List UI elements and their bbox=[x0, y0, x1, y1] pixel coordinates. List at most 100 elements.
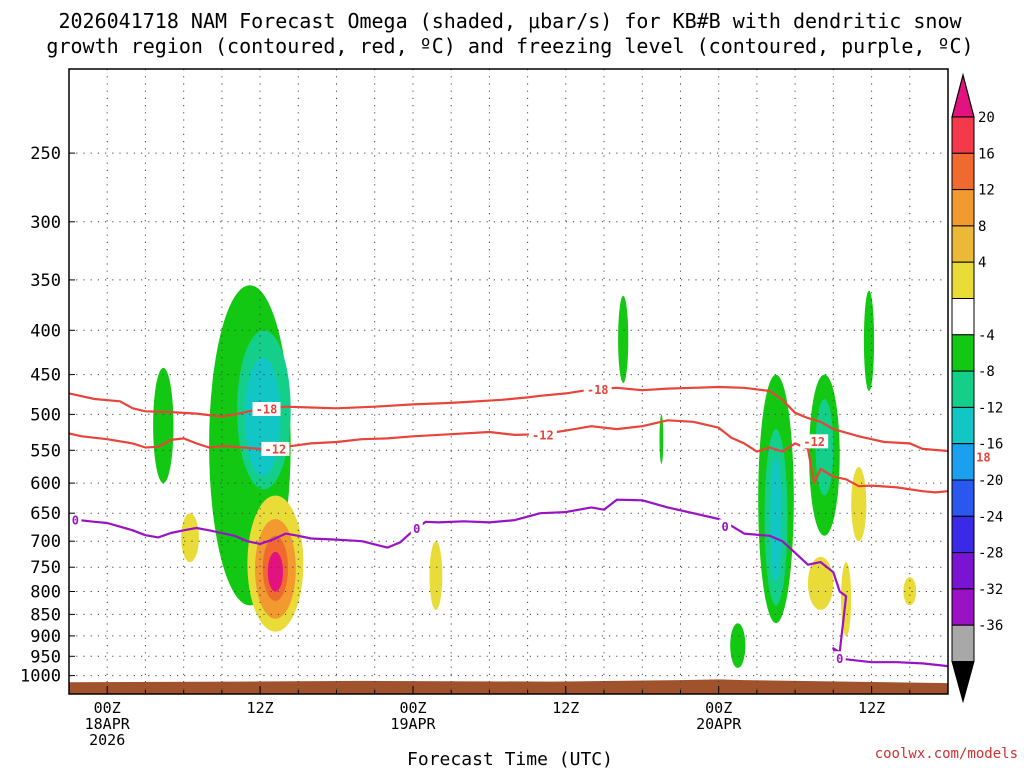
colorbar-swatch-12 bbox=[951, 552, 975, 590]
colorbar-label-7: -12 bbox=[978, 400, 1003, 416]
omega-cell-11 bbox=[659, 414, 664, 464]
y-tick-label-300: 300 bbox=[30, 213, 61, 233]
y-tick-label-750: 750 bbox=[30, 558, 61, 578]
colorbar-swatch-10 bbox=[951, 479, 975, 517]
y-tick-label-350: 350 bbox=[30, 271, 61, 291]
contour-label-bg-9 bbox=[833, 651, 846, 666]
credit-text: coolwx.com/models bbox=[875, 746, 1018, 762]
omega-cell-4 bbox=[181, 513, 199, 563]
colorbar-swatch-4 bbox=[951, 261, 975, 300]
x-tick-label-0-2: 2026 bbox=[89, 731, 125, 749]
contour-label-bg-8 bbox=[719, 519, 732, 534]
x-tick-label-48-0: 00Z bbox=[705, 699, 732, 717]
plot-frame bbox=[68, 68, 949, 695]
x-axis-label: Forecast Time (UTC) bbox=[407, 749, 613, 768]
colorbar-swatch-13 bbox=[951, 588, 975, 626]
x-tick-label-24-0: 00Z bbox=[399, 699, 426, 717]
colorbar-bottom-arrow bbox=[951, 661, 975, 704]
colorbar-label-2: 12 bbox=[978, 183, 995, 199]
omega-cell-22 bbox=[730, 623, 746, 668]
x-tick-label-12-0: 12Z bbox=[247, 699, 274, 717]
colorbar-label-11: -28 bbox=[978, 546, 1003, 562]
colorbar-swatch-1 bbox=[951, 152, 975, 191]
contour-label-1: -18 bbox=[587, 383, 609, 397]
omega-cell-9 bbox=[429, 541, 443, 610]
colorbar-swatch-0 bbox=[951, 116, 975, 154]
contour--12C bbox=[69, 419, 948, 494]
contour-0C bbox=[69, 498, 948, 668]
y-tick-label-400: 400 bbox=[30, 321, 61, 341]
contour-label-bg-3 bbox=[261, 441, 290, 456]
omega-cell-3 bbox=[244, 357, 281, 477]
omega-cell-17 bbox=[863, 290, 875, 391]
contour-label-4: -12 bbox=[532, 428, 554, 442]
colorbar-swatch-5 bbox=[951, 298, 975, 336]
colorbar-label-3: 8 bbox=[978, 219, 986, 235]
contour-label-7: 0 bbox=[413, 522, 420, 536]
contour-label-bg-0 bbox=[252, 402, 281, 416]
omega-cell-10 bbox=[618, 295, 629, 383]
contour-label-bg-4 bbox=[528, 427, 557, 442]
y-tick-label-950: 950 bbox=[30, 647, 61, 667]
contour-label-bg-6 bbox=[69, 513, 82, 528]
contour-label-5: -12 bbox=[803, 435, 825, 449]
y-tick-label-650: 650 bbox=[30, 504, 61, 524]
y-tick-label-700: 700 bbox=[30, 532, 61, 552]
colorbar-swatch-14 bbox=[951, 624, 975, 663]
omega-cell-8 bbox=[267, 551, 283, 592]
y-tick-label-800: 800 bbox=[30, 583, 61, 603]
contour--18C bbox=[69, 385, 948, 453]
omega-cell-0 bbox=[153, 367, 174, 484]
grid-lines bbox=[69, 69, 948, 694]
y-tick-label-850: 850 bbox=[30, 605, 61, 625]
contour-label-9: 0 bbox=[836, 652, 843, 666]
omega-cell-14 bbox=[770, 457, 782, 582]
colorbar-top-arrow bbox=[951, 72, 975, 118]
contour-label-6: 0 bbox=[72, 514, 79, 528]
colorbar-swatch-11 bbox=[951, 515, 975, 554]
colorbar-swatch-7 bbox=[951, 370, 975, 408]
contour-label-0: -18 bbox=[256, 403, 278, 417]
colorbar-label-12: -32 bbox=[978, 582, 1003, 598]
colorbar-swatch-2 bbox=[951, 189, 975, 227]
colorbar-label-1: 16 bbox=[978, 146, 995, 162]
colorbar-label-6: -8 bbox=[978, 364, 995, 380]
contour-label-8: 0 bbox=[721, 520, 728, 534]
y-tick-label-450: 450 bbox=[30, 366, 61, 386]
chart-title-line-1: 2026041718 NAM Forecast Omega (shaded, μ… bbox=[58, 9, 962, 33]
x-tick-label-36-0: 12Z bbox=[552, 699, 579, 717]
y-tick-label-550: 550 bbox=[30, 441, 61, 461]
chart-title-line-2: growth region (contoured, red, ºC) and f… bbox=[46, 34, 973, 58]
colorbar-swatch-3 bbox=[951, 225, 975, 263]
colorbar-swatch-8 bbox=[951, 406, 975, 445]
colorbar: 20 16 12 8 4 -4 -8 -12 -16 -20 -24 -28 -32 -36 bbox=[951, 72, 1003, 704]
x-tick-label-24-1: 19APR bbox=[390, 715, 436, 733]
colorbar-label-0: 20 bbox=[978, 110, 995, 126]
colorbar-label-5: -4 bbox=[978, 328, 995, 344]
colorbar-swatch-9 bbox=[951, 443, 975, 481]
omega-cell-18 bbox=[851, 467, 867, 542]
x-tick-label-60-0: 12Z bbox=[858, 699, 885, 717]
contour-label-bg-7 bbox=[410, 521, 423, 536]
omega-cell-19 bbox=[807, 556, 834, 610]
contour-label-3: -12 bbox=[265, 442, 287, 456]
colorbar-label-13: -36 bbox=[978, 618, 1003, 634]
x-tick-label-0-1: 18APR bbox=[85, 715, 131, 733]
y-tick-label-1000: 1000 bbox=[20, 667, 61, 687]
colorbar-label-10: -24 bbox=[978, 509, 1003, 525]
terrain-surface bbox=[69, 679, 948, 694]
contour-label-bg-1 bbox=[583, 382, 612, 397]
y-tick-label-500: 500 bbox=[30, 405, 61, 425]
contour-label-bg-5 bbox=[800, 434, 829, 449]
colorbar-label-8: -16 bbox=[978, 437, 1003, 453]
y-tick-label-900: 900 bbox=[30, 627, 61, 647]
omega-cell-21 bbox=[903, 577, 917, 606]
y-tick-label-250: 250 bbox=[30, 144, 61, 164]
x-tick-label-0-0: 00Z bbox=[94, 699, 121, 717]
y-axis-ticks: 2503003504004505005506006507007508008509… bbox=[20, 144, 75, 687]
colorbar-swatch-6 bbox=[951, 334, 975, 372]
colorbar-label-9: -20 bbox=[978, 473, 1003, 489]
